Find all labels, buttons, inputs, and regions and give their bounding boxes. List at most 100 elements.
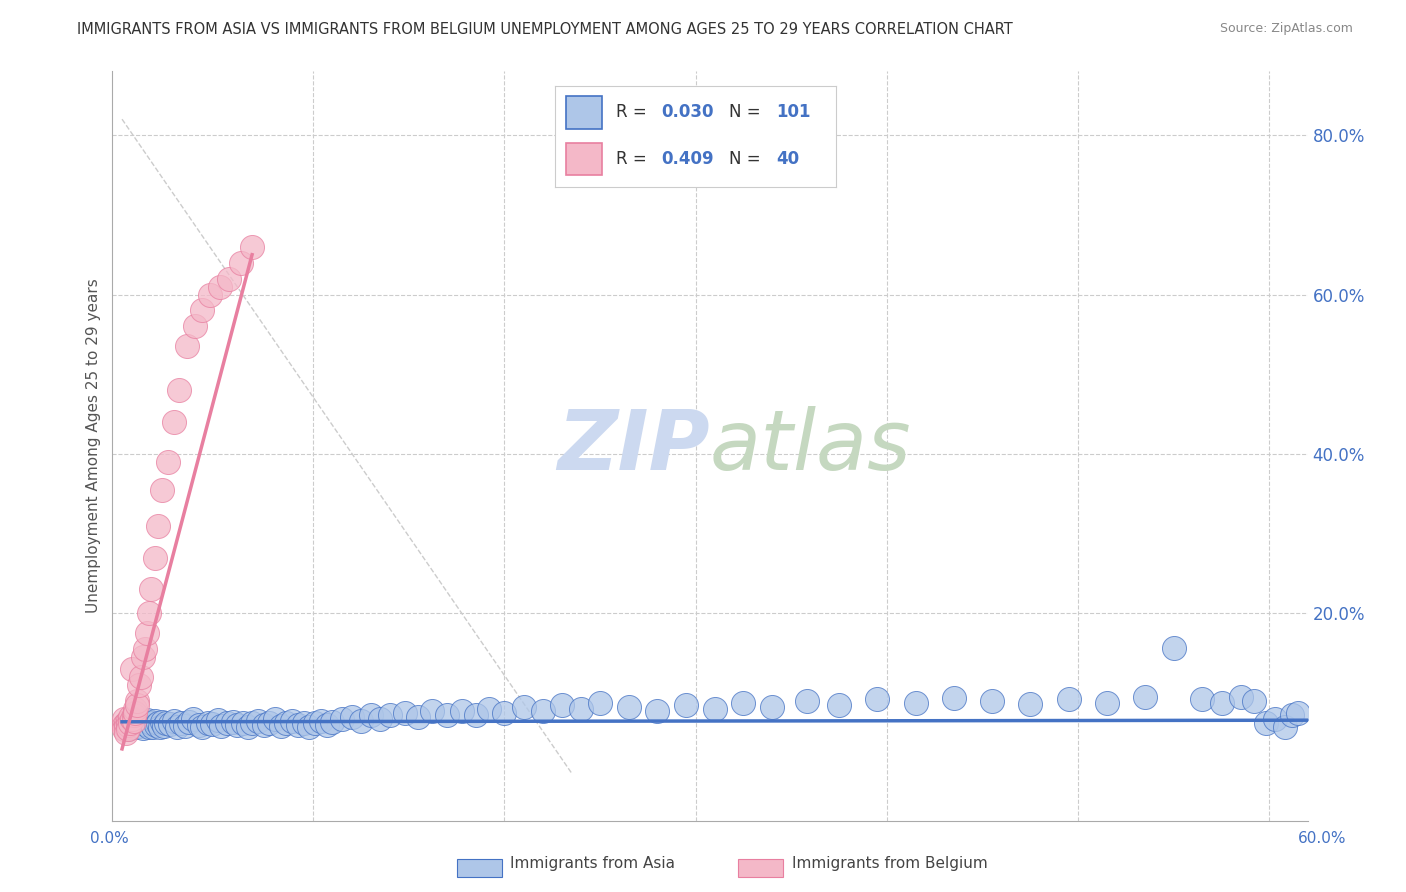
Point <box>761 699 783 714</box>
Point <box>675 698 697 712</box>
Point <box>368 712 391 726</box>
Point <box>115 726 138 740</box>
Point <box>129 670 152 684</box>
Text: Immigrants from Belgium: Immigrants from Belgium <box>792 856 987 871</box>
Point <box>148 716 170 731</box>
Point <box>1274 720 1296 734</box>
Point <box>225 718 247 732</box>
Point <box>117 718 139 732</box>
Point <box>135 626 157 640</box>
Point <box>139 582 162 597</box>
Point <box>112 718 135 732</box>
Point <box>132 721 155 735</box>
Point <box>436 708 458 723</box>
Point <box>1254 716 1277 731</box>
Point <box>733 696 755 710</box>
Point <box>478 702 501 716</box>
Text: 0.0%: 0.0% <box>90 831 129 846</box>
Point <box>408 710 430 724</box>
Point <box>177 714 200 729</box>
Point <box>904 697 927 711</box>
Point <box>828 698 851 712</box>
Point <box>124 720 146 734</box>
Point <box>118 710 141 724</box>
Text: Immigrants from Asia: Immigrants from Asia <box>510 856 675 871</box>
Point <box>304 716 326 731</box>
Point <box>1163 641 1185 656</box>
Point <box>127 694 149 708</box>
Point <box>117 722 139 736</box>
Point <box>128 719 150 733</box>
Point <box>163 415 186 429</box>
Point <box>149 720 172 734</box>
Point <box>128 678 150 692</box>
Point <box>1243 694 1265 708</box>
Point <box>981 694 1004 708</box>
Point <box>270 719 292 733</box>
Point <box>121 720 143 734</box>
Point <box>201 717 224 731</box>
Point <box>703 702 725 716</box>
Point <box>494 706 516 720</box>
Point <box>246 714 269 728</box>
Point <box>1211 696 1233 710</box>
Point <box>231 715 253 730</box>
Point <box>166 720 188 734</box>
Point <box>330 713 353 727</box>
Point <box>127 715 149 730</box>
Point <box>315 718 337 732</box>
Point <box>287 718 309 732</box>
Point <box>1229 690 1251 704</box>
Point <box>121 662 143 676</box>
Point <box>122 716 145 731</box>
Point <box>617 699 640 714</box>
Point <box>122 714 145 728</box>
Point <box>378 707 401 722</box>
Point <box>124 702 146 716</box>
Point <box>292 715 315 730</box>
Point <box>159 717 181 731</box>
Point <box>1019 698 1042 712</box>
Text: ZIP: ZIP <box>557 406 710 486</box>
Point <box>464 707 486 722</box>
Point <box>145 718 167 732</box>
Point <box>112 712 135 726</box>
Point <box>1191 692 1213 706</box>
Point <box>198 287 221 301</box>
Point <box>118 714 141 728</box>
Point <box>420 705 443 719</box>
Point <box>115 720 138 734</box>
Point <box>176 339 198 353</box>
Point <box>148 518 170 533</box>
Point <box>197 715 219 730</box>
Text: IMMIGRANTS FROM ASIA VS IMMIGRANTS FROM BELGIUM UNEMPLOYMENT AMONG AGES 25 TO 29: IMMIGRANTS FROM ASIA VS IMMIGRANTS FROM … <box>77 22 1014 37</box>
Point <box>309 714 332 728</box>
Point <box>142 720 165 734</box>
Point <box>117 722 139 736</box>
Point <box>138 720 160 734</box>
Point <box>512 700 534 714</box>
Point <box>134 642 156 657</box>
Point <box>240 240 263 254</box>
Point <box>350 714 373 728</box>
Point <box>276 716 298 731</box>
Text: atlas: atlas <box>710 406 911 486</box>
Text: 60.0%: 60.0% <box>1298 831 1346 846</box>
Point <box>217 716 239 731</box>
Point <box>115 718 138 732</box>
Point <box>796 694 818 708</box>
Point <box>531 704 554 718</box>
Point <box>170 716 193 731</box>
Point <box>451 704 474 718</box>
Point <box>118 716 141 731</box>
Point <box>156 455 179 469</box>
Point <box>394 706 416 720</box>
Point <box>135 713 157 727</box>
Point <box>207 713 229 727</box>
Point <box>115 716 138 731</box>
Y-axis label: Unemployment Among Ages 25 to 29 years: Unemployment Among Ages 25 to 29 years <box>86 278 101 614</box>
Point <box>169 383 191 397</box>
Point <box>129 714 152 729</box>
Point <box>551 698 574 712</box>
Point <box>181 713 204 727</box>
